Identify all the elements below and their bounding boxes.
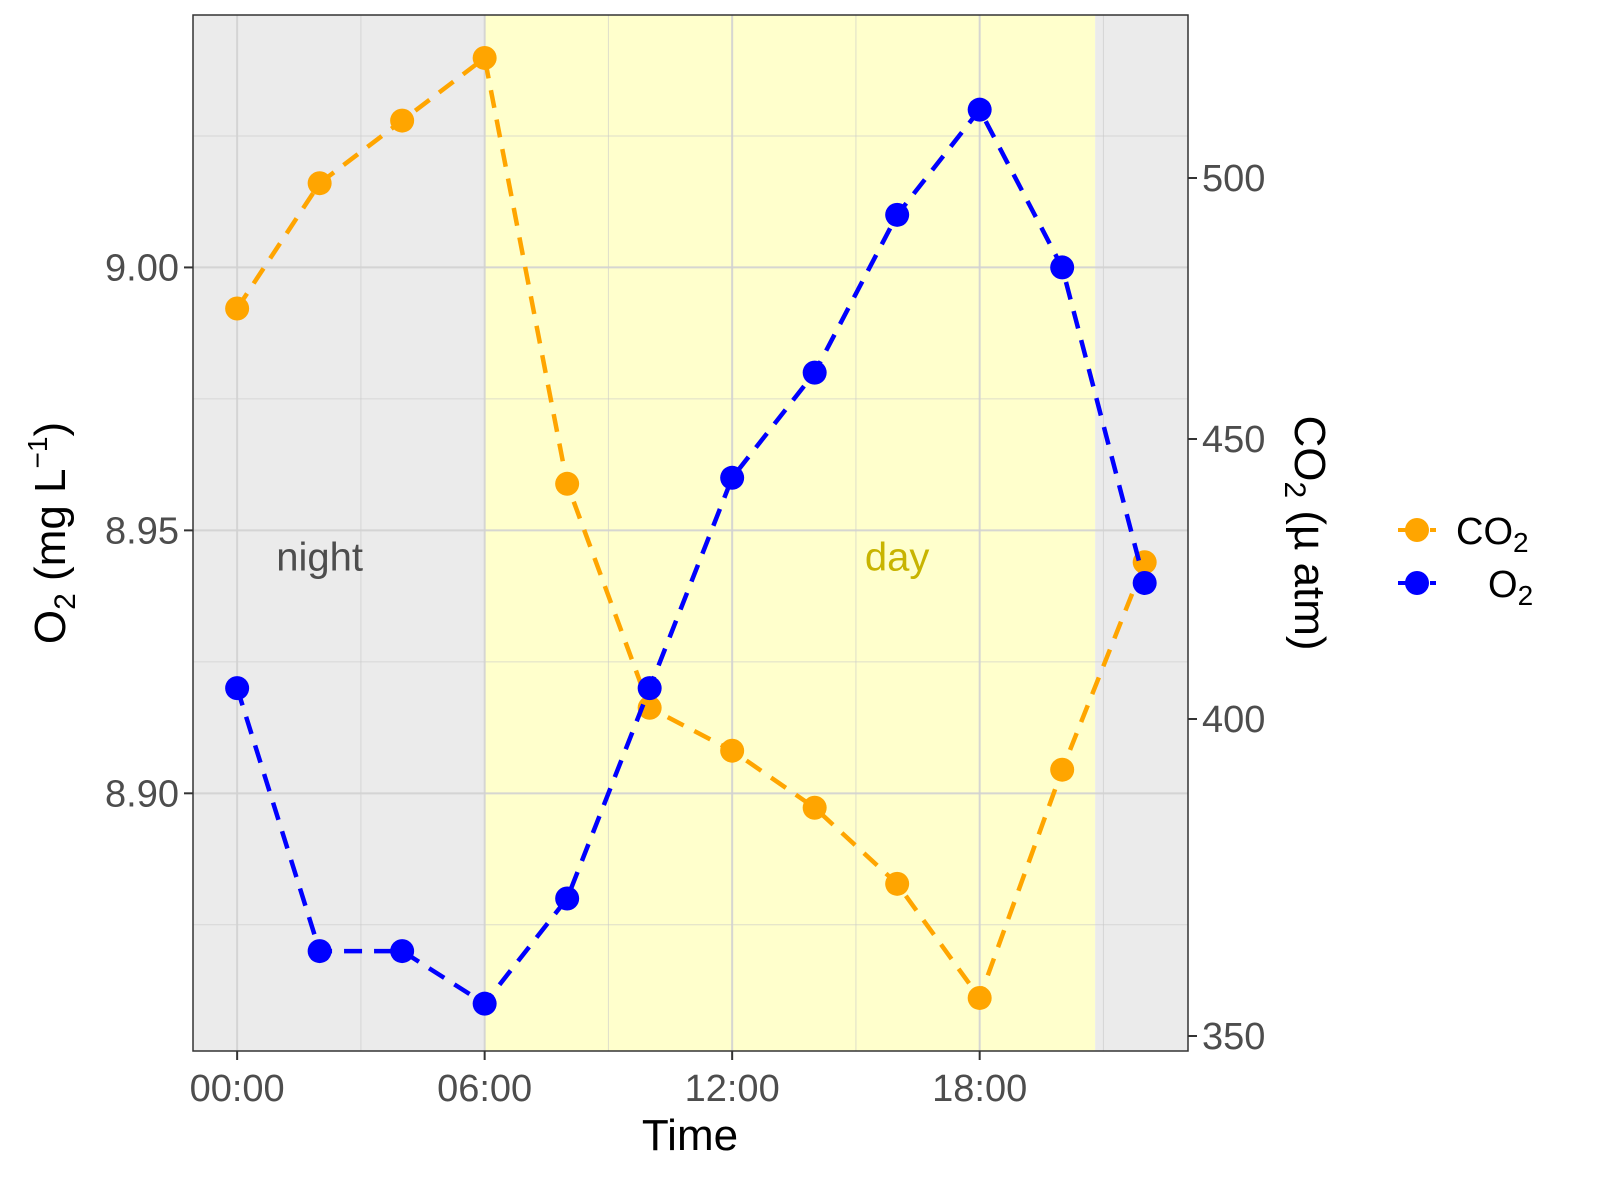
data-point-co2 [967, 985, 992, 1010]
data-point-co2 [555, 471, 580, 496]
data-point-co2 [802, 795, 827, 820]
y-right-tick-label: 350 [1202, 1016, 1265, 1058]
data-point-o2 [802, 360, 827, 385]
data-point-co2 [885, 871, 910, 896]
panel-border [192, 14, 1189, 1052]
series-line-co2 [235, 53, 1147, 1003]
y-left-tick-label: 8.95 [105, 510, 179, 552]
legend: CO2 O2 [1398, 511, 1533, 611]
data-point-co2 [1050, 757, 1075, 782]
y-left-tick-label: 9.00 [105, 247, 179, 289]
y-right-tick-label: 500 [1202, 158, 1265, 200]
data-point-co2 [307, 171, 332, 196]
data-point-co2 [720, 738, 745, 763]
x-tick-label: 12:00 [685, 1068, 780, 1110]
data-point-co2 [225, 296, 250, 321]
x-tick-label: 06:00 [437, 1068, 532, 1110]
y-right-tick-label: 450 [1202, 419, 1265, 461]
y-axis-right-title: CO2 (µ atm) [1278, 415, 1334, 650]
data-point-o2 [555, 886, 580, 911]
series-line-o2 [234, 105, 1147, 1007]
shaded-night [193, 15, 485, 1051]
data-point-o2 [307, 939, 332, 964]
annotation-night: night [276, 536, 363, 580]
x-tick-label: 18:00 [932, 1068, 1027, 1110]
data-point-o2 [390, 939, 415, 964]
legend-item-o2: O2 [1398, 564, 1533, 611]
data-point-o2 [637, 676, 662, 701]
data-point-co2 [637, 695, 662, 720]
legend-item-co2: CO2 [1398, 511, 1529, 558]
svg-text:O2: O2 [1488, 564, 1533, 611]
legend-key-co2 [1405, 518, 1429, 542]
data-point-o2 [225, 676, 250, 701]
y-right-tick-label: 400 [1202, 699, 1265, 741]
x-axis-title: Time [642, 1111, 738, 1160]
data-point-o2 [720, 465, 745, 490]
shaded-night-late [1095, 15, 1188, 1051]
x-tick-label: 00:00 [190, 1068, 285, 1110]
y-left-tick-label: 8.90 [105, 773, 179, 815]
data-point-o2 [472, 991, 497, 1016]
data-point-o2 [885, 202, 910, 227]
data-point-o2 [1132, 570, 1157, 595]
data-point-o2 [967, 97, 992, 122]
svg-text:CO2: CO2 [1456, 511, 1529, 558]
data-point-o2 [1050, 255, 1075, 280]
y-axis-left-title: O2 (mg L−1) [22, 422, 82, 644]
data-point-co2 [472, 45, 497, 70]
legend-key-o2 [1405, 571, 1429, 595]
data-point-co2 [390, 108, 415, 133]
annotation-day: day [865, 536, 930, 580]
